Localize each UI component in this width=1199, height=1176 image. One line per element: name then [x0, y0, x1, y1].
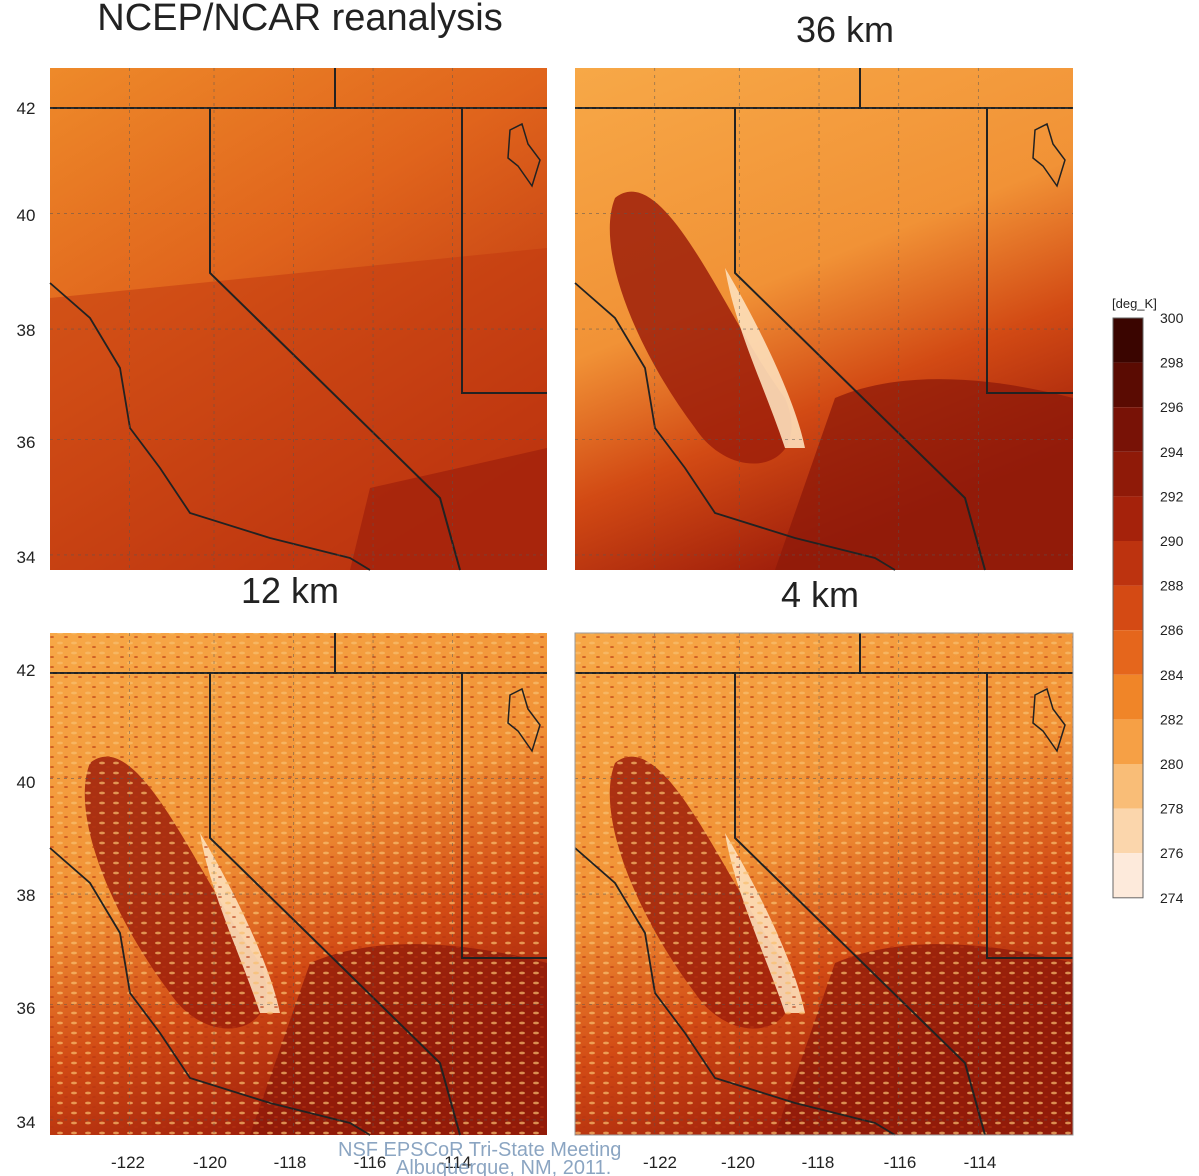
coastline — [574, 282, 896, 571]
colorbar-tick-label: 290 — [1160, 533, 1184, 549]
colorbar-tick-label: 286 — [1160, 622, 1184, 638]
colorbar-bin — [1113, 719, 1143, 764]
colorbar-unit: [deg_K] — [1112, 296, 1157, 311]
colorbar-tick-label: 280 — [1160, 756, 1184, 772]
colorbar-frame — [1112, 317, 1144, 899]
colorbar-bin — [1113, 585, 1143, 631]
colorbar-bin — [1113, 674, 1143, 720]
colorbar-tick-label: 292 — [1160, 488, 1184, 504]
colorbar-tick-label: 274 — [1160, 890, 1184, 906]
colorbar-tick-label: 276 — [1160, 845, 1184, 861]
lon-tick-label: -114 — [964, 1153, 997, 1172]
lat-tick-label: 34 — [17, 1113, 36, 1132]
colorbar-bin — [1113, 318, 1143, 363]
lon-tick-label: -116 — [354, 1153, 387, 1172]
lon-tick-label: -122 — [111, 1153, 145, 1172]
great-salt-lake — [1032, 122, 1066, 188]
lat-tick-label: 42 — [17, 99, 36, 118]
panel-title: 12 km — [241, 570, 339, 611]
footer-line: NSF EPSCoR Tri-State Meeting — [338, 1139, 621, 1161]
colorbar-tick-label: 288 — [1160, 578, 1184, 594]
lat-tick-label: 42 — [17, 661, 36, 680]
lon-tick-label: -120 — [193, 1153, 227, 1172]
coastline — [574, 847, 896, 1136]
colorbar-bin — [1113, 541, 1143, 586]
colorbar-bin — [1113, 853, 1143, 898]
lon-tick-label: -114 — [439, 1153, 472, 1172]
lon-tick-label: -122 — [643, 1153, 677, 1172]
footer-line: Albuquerque, NM, 2011. — [396, 1157, 611, 1176]
lon-tick-label: -120 — [721, 1153, 755, 1172]
panel-title: 36 km — [796, 9, 894, 50]
panel-title: 4 km — [781, 574, 859, 615]
lon-tick-label: -116 — [884, 1153, 917, 1172]
fine-texture — [50, 633, 547, 1135]
hot-corner — [350, 448, 547, 570]
colorbar-tick-label: 282 — [1160, 711, 1184, 727]
lat-tick-label: 38 — [17, 321, 36, 340]
lon-tick-label: -118 — [802, 1153, 835, 1172]
colorbar-bin — [1113, 451, 1143, 497]
lat-tick-label: 34 — [17, 548, 36, 567]
lat-tick-label: 40 — [17, 206, 36, 225]
colorbar-tick-label: 298 — [1160, 355, 1184, 371]
coastline — [49, 282, 371, 571]
warm-valley — [609, 191, 792, 464]
coastline — [49, 847, 371, 1136]
hot-desert — [775, 379, 1073, 570]
panel-frame — [574, 632, 1074, 1136]
lat-tick-label: 36 — [17, 433, 36, 452]
colorbar-tick-label: 294 — [1160, 444, 1184, 460]
colorbar-bin — [1113, 808, 1143, 854]
state-borders — [575, 68, 1073, 571]
great-salt-lake — [507, 122, 541, 188]
lat-tick-label: 36 — [17, 999, 36, 1018]
map-panel — [49, 68, 547, 571]
great-salt-lake — [507, 687, 541, 753]
colorbar-bin — [1113, 362, 1143, 408]
cool-sierra — [725, 268, 805, 448]
state-borders — [50, 633, 547, 1136]
state-borders — [50, 68, 547, 571]
colorbar-tick-label: 284 — [1160, 667, 1184, 683]
colorbar-bin — [1113, 407, 1143, 452]
great-salt-lake — [1032, 687, 1066, 753]
colorbar-bin — [1113, 630, 1143, 675]
colorbar-tick-label: 300 — [1160, 310, 1184, 326]
colorbar-tick-label: 278 — [1160, 801, 1184, 817]
panel-title: NCEP/NCAR reanalysis — [97, 0, 502, 39]
lat-tick-label: 38 — [17, 886, 36, 905]
colorbar-tick-label: 296 — [1160, 399, 1184, 415]
state-borders — [575, 633, 1073, 1136]
map-panel — [574, 68, 1073, 571]
colorbar-bin — [1113, 496, 1143, 541]
lon-tick-label: -118 — [274, 1153, 307, 1172]
fine-texture — [575, 633, 1073, 1135]
map-panel — [574, 632, 1074, 1136]
colorbar-bin — [1113, 764, 1143, 809]
map-panel — [49, 633, 547, 1136]
lat-tick-label: 40 — [17, 773, 36, 792]
